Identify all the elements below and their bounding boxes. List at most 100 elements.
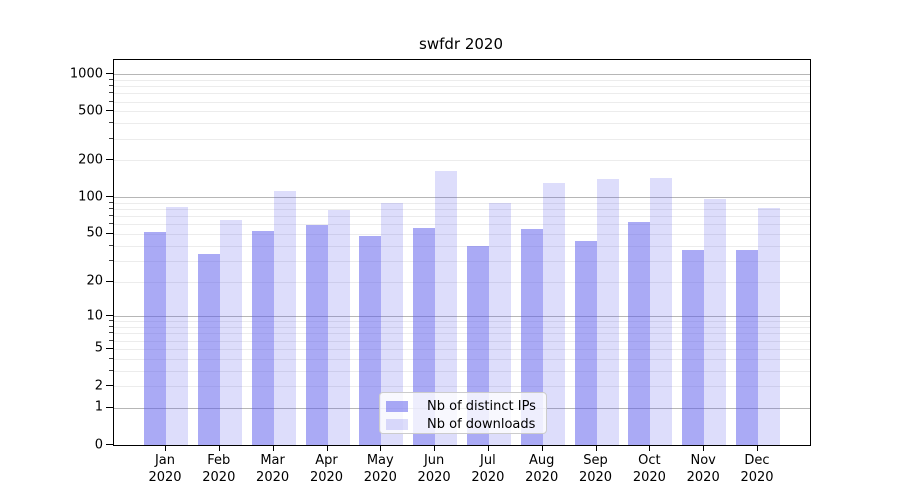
- x-tick-mark-dec: [757, 445, 758, 451]
- bar-distinct-ips-mar: [251, 230, 274, 445]
- bar-downloads-nov: [704, 198, 727, 445]
- x-tick-label-mar: Mar 2020: [256, 453, 290, 485]
- x-tick-mark-feb: [218, 445, 220, 451]
- y-tick-mark-500: [106, 110, 113, 112]
- y-tick-label-0: 0: [94, 437, 103, 452]
- gridline-100: [114, 197, 810, 199]
- y-tick-mark-200: [106, 159, 113, 161]
- legend-swatch-downloads: [386, 418, 408, 430]
- y-minor-tick-mark-80: [109, 208, 113, 210]
- x-tick-label-aug: Aug 2020: [525, 453, 559, 485]
- bar-downloads-feb: [219, 220, 242, 445]
- gridline-5: [114, 348, 810, 350]
- y-tick-mark-5: [106, 347, 113, 349]
- x-tick-label-nov: Nov 2020: [686, 453, 720, 485]
- x-tick-label-jun: Jun 2020: [417, 453, 451, 485]
- gridline-10: [114, 316, 810, 318]
- x-tick-mark-may: [380, 445, 382, 451]
- gridline-700: [114, 93, 810, 95]
- gridline-600: [114, 101, 810, 103]
- y-minor-tick-mark-30: [109, 259, 113, 261]
- y-minor-tick-mark-70: [109, 215, 113, 217]
- x-tick-mark-aug: [541, 445, 543, 451]
- gridline-300: [114, 138, 810, 140]
- gridline-400: [114, 123, 810, 125]
- y-tick-label-1000: 1000: [69, 66, 103, 82]
- plot-area: [113, 59, 811, 446]
- bar-distinct-ips-jun: [413, 227, 436, 445]
- y-tick-label-50: 50: [86, 225, 103, 241]
- y-minor-tick-mark-3: [109, 369, 113, 371]
- y-minor-tick-mark-800: [109, 85, 113, 86]
- bar-distinct-ips-sep: [574, 240, 597, 445]
- legend-label-downloads: Nb of downloads: [427, 416, 536, 432]
- y-tick-label-1: 1: [94, 399, 103, 415]
- y-tick-label-10: 10: [86, 308, 103, 324]
- x-tick-mark-jan: [165, 445, 166, 451]
- y-minor-tick-mark-300: [109, 137, 113, 139]
- y-tick-label-2: 2: [94, 378, 103, 393]
- gridline-20: [114, 281, 810, 283]
- legend-item-downloads: Nb of downloads: [386, 416, 538, 432]
- gridline-30: [114, 260, 810, 262]
- y-minor-tick-mark-6: [109, 339, 113, 341]
- x-tick-label-dec: Dec 2020: [740, 453, 774, 485]
- x-tick-label-feb: Feb 2020: [202, 453, 236, 485]
- gridline-6: [114, 340, 810, 342]
- bar-distinct-ips-jan: [144, 231, 166, 445]
- bar-downloads-aug: [542, 183, 565, 445]
- x-tick-mark-mar: [272, 445, 274, 451]
- x-tick-label-apr: Apr 2020: [309, 453, 344, 485]
- y-tick-mark-10: [106, 315, 113, 317]
- gridline-900: [114, 79, 810, 81]
- bar-distinct-ips-aug: [520, 228, 543, 445]
- chart-title: swfdr 2020: [419, 35, 503, 53]
- gridline-3: [114, 370, 810, 372]
- y-tick-mark-50: [106, 232, 113, 234]
- y-tick-mark-20: [106, 280, 113, 282]
- y-minor-tick-mark-8: [109, 326, 113, 327]
- y-tick-label-500: 500: [78, 103, 103, 119]
- y-minor-tick-mark-7: [109, 332, 113, 334]
- bar-downloads-may: [381, 202, 404, 445]
- gridline-4: [114, 358, 810, 360]
- gridline-200: [114, 160, 810, 162]
- y-minor-tick-mark-700: [109, 92, 113, 94]
- gridline-9: [114, 321, 810, 323]
- y-tick-label-5: 5: [94, 340, 103, 356]
- x-tick-label-sep: Sep 2020: [578, 453, 613, 485]
- legend-swatch-distinct-ips: [386, 400, 408, 412]
- x-tick-mark-nov: [703, 445, 705, 451]
- y-tick-mark-2: [106, 385, 113, 386]
- bar-downloads-jan: [166, 206, 188, 445]
- legend-label-distinct-ips: Nb of distinct IPs: [427, 398, 536, 414]
- x-tick-mark-sep: [595, 445, 597, 451]
- legend-item-distinct-ips: Nb of distinct IPs: [386, 398, 538, 414]
- gridline-800: [114, 86, 810, 87]
- gridline-50: [114, 233, 810, 235]
- bar-distinct-ips-may: [359, 236, 382, 445]
- x-tick-mark-jul: [487, 445, 489, 451]
- y-minor-tick-mark-60: [109, 223, 113, 225]
- bar-distinct-ips-oct: [628, 221, 651, 445]
- y-minor-tick-mark-400: [109, 122, 113, 124]
- bar-downloads-oct: [650, 178, 673, 445]
- x-tick-label-oct: Oct 2020: [632, 453, 666, 485]
- y-tick-mark-100: [106, 196, 113, 198]
- y-tick-label-100: 100: [78, 189, 103, 205]
- bar-distinct-ips-nov: [682, 249, 705, 445]
- bar-distinct-ips-apr: [305, 225, 328, 445]
- gridline-2: [114, 386, 810, 387]
- y-tick-mark-1000: [106, 73, 113, 75]
- y-minor-tick-mark-4: [109, 357, 113, 359]
- x-tick-mark-oct: [649, 445, 651, 451]
- gridline-70: [114, 216, 810, 218]
- gridline-1000: [114, 74, 810, 76]
- bar-downloads-sep: [596, 179, 619, 445]
- x-tick-label-jan: Jan 2020: [148, 453, 182, 485]
- y-minor-tick-mark-90: [109, 201, 113, 203]
- bar-distinct-ips-dec: [736, 249, 758, 445]
- gridline-8: [114, 327, 810, 328]
- gridline-60: [114, 224, 810, 226]
